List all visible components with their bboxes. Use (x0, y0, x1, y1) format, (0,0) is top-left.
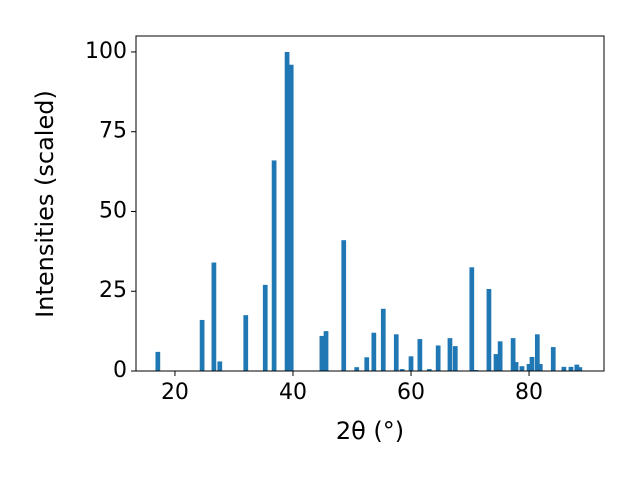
bar (354, 367, 360, 371)
bar (513, 362, 519, 371)
bar (519, 366, 525, 371)
y-tick-label: 25 (99, 278, 127, 303)
bar (262, 284, 268, 371)
bar (271, 160, 277, 371)
y-tick-label: 0 (113, 358, 127, 383)
bar (371, 332, 377, 371)
bar (399, 369, 405, 371)
bar (550, 347, 556, 371)
bar (393, 334, 399, 371)
x-tick-label: 80 (515, 380, 543, 405)
x-axis-label: 2θ (°) (336, 417, 404, 445)
bar (510, 338, 516, 371)
x-tick-label: 40 (279, 380, 307, 405)
y-axis-label: Intensities (scaled) (31, 90, 59, 318)
bar (155, 351, 161, 371)
bar (217, 361, 223, 371)
bar (435, 345, 441, 371)
y-tick-label: 50 (99, 198, 127, 223)
bar (211, 262, 217, 371)
x-tick-label: 20 (161, 380, 189, 405)
bar (426, 369, 432, 371)
bar (417, 339, 423, 371)
bar (537, 363, 543, 371)
bar (364, 357, 370, 371)
bar (319, 335, 325, 371)
y-tick-label: 75 (99, 119, 127, 144)
bar (577, 367, 583, 371)
bar (526, 363, 532, 371)
bar (497, 341, 503, 371)
bar (447, 338, 453, 371)
bar (199, 319, 205, 371)
bar (493, 354, 499, 371)
bar (408, 356, 414, 371)
bar (323, 331, 329, 371)
bar (452, 346, 458, 371)
bar (574, 364, 580, 371)
bar (288, 64, 294, 371)
bar (534, 334, 540, 371)
bar (469, 267, 475, 371)
bar (529, 356, 535, 371)
bar (284, 51, 290, 371)
bar (561, 366, 567, 371)
bar (486, 289, 492, 371)
bar (341, 240, 347, 371)
plot-frame (135, 35, 605, 372)
bar (243, 315, 249, 371)
bar (568, 366, 574, 371)
bar (380, 308, 386, 371)
y-tick-label: 100 (85, 39, 127, 64)
x-tick-label: 60 (397, 380, 425, 405)
